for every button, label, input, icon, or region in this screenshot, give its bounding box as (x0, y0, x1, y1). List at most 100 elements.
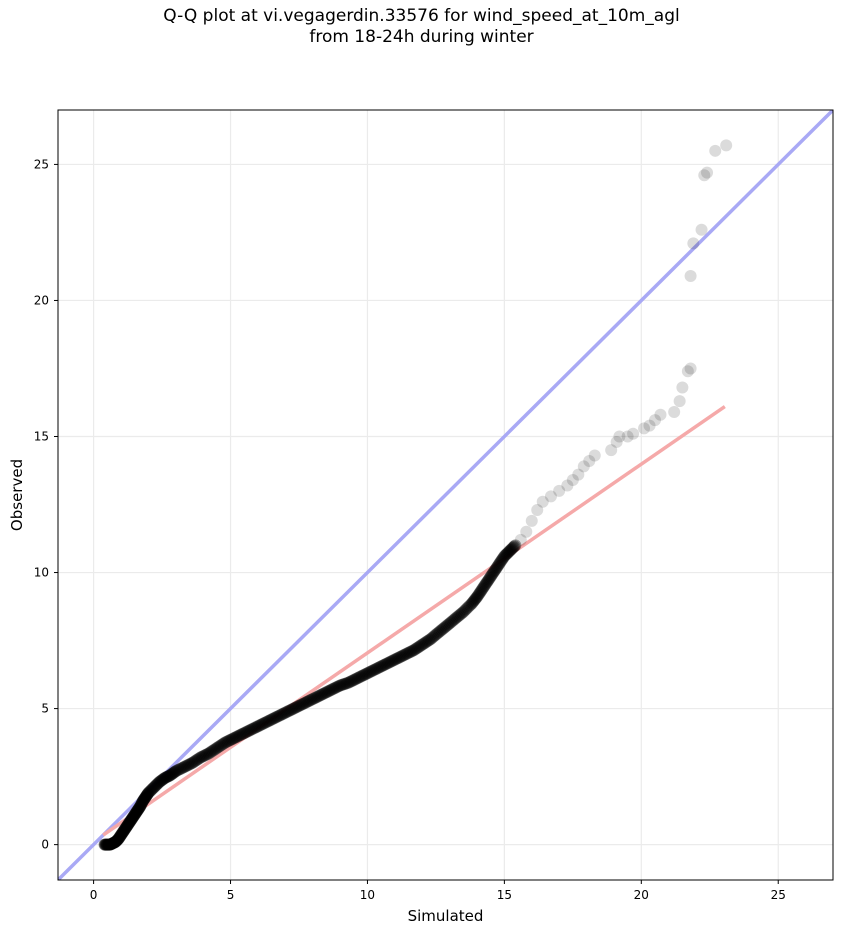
qq-point (446, 615, 459, 628)
qq-point (420, 635, 433, 648)
qq-point (488, 565, 501, 578)
qq-point (301, 695, 314, 708)
qq-point (109, 835, 122, 848)
qq-point (122, 818, 135, 831)
qq-point (138, 793, 151, 806)
qq-point (227, 732, 240, 745)
qq-point (230, 731, 243, 744)
qq-point (297, 697, 310, 710)
qq-point (156, 773, 169, 786)
qq-point (365, 665, 378, 678)
qq-point (147, 781, 160, 794)
qq-point (501, 547, 514, 560)
qq-point (128, 809, 141, 822)
qq-point (277, 707, 290, 720)
qq-point (257, 717, 270, 730)
qq-point (269, 711, 282, 724)
qq-point (139, 791, 152, 804)
qq-point (476, 582, 489, 595)
qq-point (279, 706, 292, 719)
qq-point (376, 659, 389, 672)
qq-point (290, 701, 303, 714)
qq-point (470, 591, 483, 604)
qq-point (343, 676, 356, 689)
qq-point (412, 641, 425, 654)
qq-point (425, 632, 438, 645)
qq-point (268, 712, 281, 725)
qq-point (491, 559, 504, 572)
qq-point (139, 791, 152, 804)
qq-point (216, 738, 229, 751)
qq-point (502, 545, 515, 558)
qq-point (162, 770, 175, 783)
qq-point (383, 656, 396, 669)
qq-point (283, 704, 296, 717)
qq-point (238, 727, 251, 740)
qq-point (294, 699, 307, 712)
qq-point (116, 827, 129, 840)
qq-point (531, 503, 544, 516)
qq-point (136, 796, 149, 809)
qq-point (286, 703, 299, 716)
qq-point (125, 814, 138, 827)
qq-point (681, 365, 694, 378)
qq-point (130, 805, 143, 818)
qq-point (188, 755, 201, 768)
qq-point (329, 681, 342, 694)
qq-point (260, 716, 273, 729)
x-axis-label: Simulated (408, 907, 484, 925)
qq-point (481, 576, 494, 589)
qq-point (291, 700, 304, 713)
qq-point (525, 514, 538, 527)
qq-point (398, 648, 411, 661)
qq-point (111, 833, 124, 846)
qq-point (187, 756, 200, 769)
qq-point (491, 561, 504, 574)
qq-point (335, 679, 348, 692)
qq-point (390, 652, 403, 665)
qq-point (121, 819, 134, 832)
qq-point (485, 569, 498, 582)
qq-point (141, 788, 154, 801)
qq-point (561, 479, 574, 492)
qq-point (135, 798, 148, 811)
qq-point (249, 721, 262, 734)
qq-point (116, 826, 129, 839)
qq-point (462, 600, 475, 613)
qq-point (368, 663, 381, 676)
qq-point (138, 792, 151, 805)
qq-point (478, 580, 491, 593)
qq-point (240, 725, 253, 738)
qq-point (142, 786, 155, 799)
qq-point (468, 594, 481, 607)
qq-point (120, 821, 133, 834)
qq-point (507, 541, 520, 554)
qq-point (338, 678, 351, 691)
qq-point (209, 742, 222, 755)
qq-point (288, 701, 301, 714)
qq-point (179, 760, 192, 773)
qq-point (275, 708, 288, 721)
qq-point (481, 574, 494, 587)
qq-point (168, 765, 181, 778)
qq-point (104, 838, 117, 851)
qq-point (112, 832, 125, 845)
qq-point (621, 430, 634, 443)
qq-point (251, 720, 264, 733)
qq-point (143, 786, 156, 799)
qq-point (199, 748, 212, 761)
qq-point (458, 604, 471, 617)
qq-point (673, 395, 686, 408)
qq-point (457, 605, 470, 618)
qq-point (483, 571, 496, 584)
qq-point (258, 716, 271, 729)
qq-point (132, 802, 145, 815)
plot-frame (57, 109, 834, 881)
qq-point (351, 671, 364, 684)
qq-point (362, 666, 375, 679)
qq-point (235, 728, 248, 741)
qq-point (339, 677, 352, 690)
qq-point (536, 495, 549, 508)
qq-point (176, 761, 189, 774)
y-axis-label: Observed (8, 459, 26, 531)
